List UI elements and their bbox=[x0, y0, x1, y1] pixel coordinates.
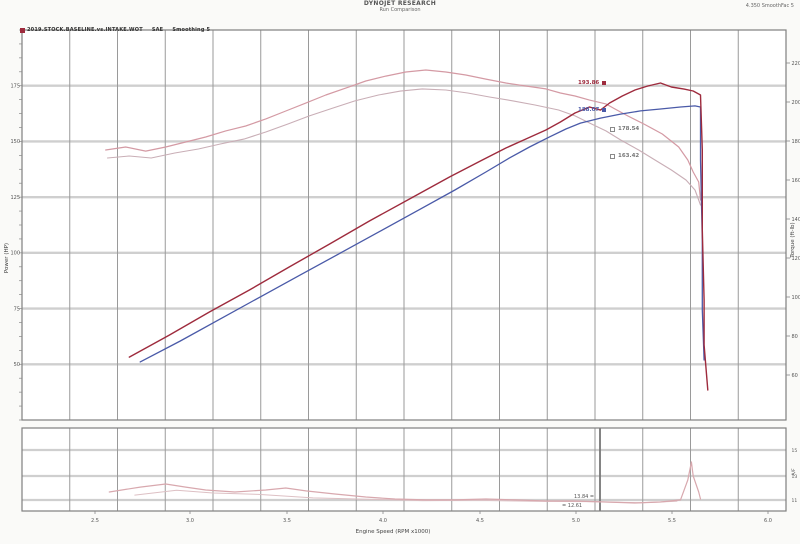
x-tick-label: 5.5 bbox=[668, 518, 676, 524]
left-tick-label: 100 bbox=[10, 251, 20, 257]
power-axis-label: Power (HP) bbox=[4, 243, 10, 273]
afr-plot-border bbox=[21, 427, 787, 512]
x-tick-label: 6.0 bbox=[764, 518, 772, 524]
right-tick-label: 160 bbox=[792, 178, 800, 184]
report-title-line2: Run Comparison bbox=[379, 6, 421, 13]
x-tick-label: 4.0 bbox=[379, 518, 387, 524]
legend-run-name: 2019.STOCK.BASELINE.vs.INTAKE.WOT bbox=[27, 27, 143, 33]
afr-tick-label: 15 bbox=[792, 448, 798, 454]
right-tick-label: 80 bbox=[792, 334, 798, 340]
run2-torque-curve bbox=[106, 88, 702, 206]
torque-axis-label: Torque (ft-lb) bbox=[790, 222, 796, 258]
legend-smoothing: Smoothing 5 bbox=[172, 27, 211, 33]
right-tick-label: 100 bbox=[792, 295, 800, 301]
report-title: DYNOJET RESEARCH Run Comparison bbox=[0, 0, 800, 14]
smoothing-info: 4.350 SmoothFac 5 bbox=[745, 3, 794, 9]
x-tick-label: 3.0 bbox=[186, 518, 194, 524]
peak-value-text: 163.42 bbox=[618, 153, 640, 159]
afr-value-label: 13.84 = bbox=[574, 494, 595, 500]
right-tick-label: 180 bbox=[792, 139, 800, 145]
right-tick-label: 220 bbox=[792, 61, 800, 67]
left-tick-label: 125 bbox=[10, 195, 20, 201]
right-tick-label: 60 bbox=[792, 373, 798, 379]
peak-value-label: 188.07 bbox=[578, 107, 607, 113]
x-tick-label: 3.5 bbox=[283, 518, 291, 524]
peak-value-label: 163.42 bbox=[610, 153, 639, 159]
peak-value-label: 193.86 bbox=[578, 80, 607, 86]
x-tick-label: 5.0 bbox=[572, 518, 580, 524]
afr-tick-label: 11 bbox=[792, 498, 798, 504]
peak-value-text: 193.86 bbox=[578, 80, 600, 86]
left-tick-label: 150 bbox=[10, 139, 20, 145]
legend-correction: SAE bbox=[151, 27, 164, 33]
peak-value-text: 188.07 bbox=[578, 107, 600, 113]
peak-value-label: 178.54 bbox=[610, 126, 639, 132]
peak-value-text: 178.54 bbox=[618, 126, 640, 132]
report-title-line1: DYNOJET RESEARCH bbox=[363, 0, 437, 7]
run2-power-curve bbox=[139, 105, 705, 363]
filled-square-icon bbox=[602, 108, 607, 112]
rpm-axis-label: Engine Speed (RPM x1000) bbox=[356, 529, 431, 535]
filled-square-icon bbox=[602, 81, 607, 85]
x-tick-label: 4.5 bbox=[476, 518, 484, 524]
right-tick-label: 140 bbox=[792, 217, 800, 223]
legend-square-icon bbox=[20, 27, 25, 33]
open-square-icon bbox=[610, 126, 615, 132]
run1-power-curve bbox=[128, 82, 709, 391]
afr-tick-label: 13 bbox=[792, 474, 798, 480]
run1-afr-curve bbox=[108, 461, 702, 504]
afr-axis-label: A/F bbox=[791, 468, 797, 476]
afr-value-label: = 12.61 bbox=[562, 503, 583, 509]
left-tick-label: 75 bbox=[14, 306, 20, 312]
right-tick-label: 120 bbox=[792, 256, 800, 262]
left-tick-label: 175 bbox=[10, 84, 20, 90]
run-legend: 2019.STOCK.BASELINE.vs.INTAKE.WOT SAE Sm… bbox=[20, 26, 219, 34]
left-tick-label: 50 bbox=[14, 362, 20, 368]
open-square-icon bbox=[610, 153, 615, 159]
run1-torque-curve bbox=[105, 69, 702, 201]
x-tick-label: 2.5 bbox=[91, 518, 99, 524]
right-tick-label: 200 bbox=[792, 100, 800, 106]
